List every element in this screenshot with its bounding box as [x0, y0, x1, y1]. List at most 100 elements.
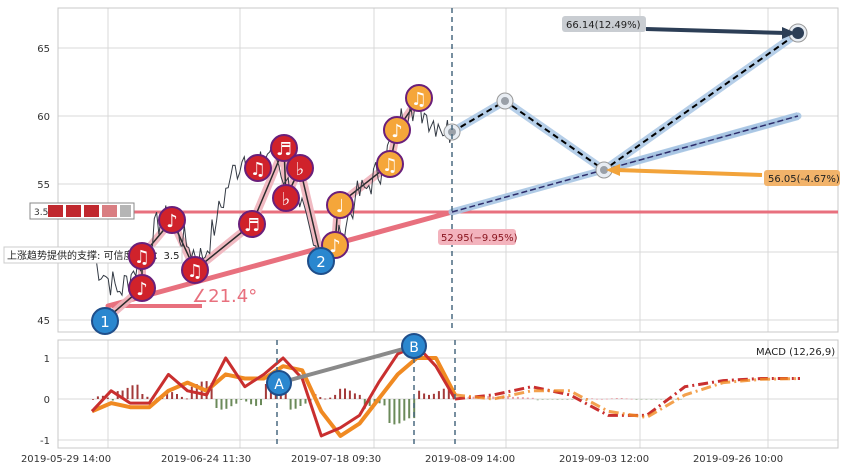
macd-hist-bar [680, 399, 682, 400]
macd-dif-line [90, 344, 457, 438]
main-frame [57, 7, 839, 333]
svg-text:♭: ♭ [282, 189, 291, 210]
main-panel [58, 8, 838, 332]
score-badge-block-4 [102, 205, 117, 217]
macd-hist-bar [561, 399, 564, 400]
macd-hist-bar [250, 399, 253, 405]
macd-hist-bar [358, 394, 361, 399]
macd-hist-bar [526, 397, 529, 399]
macd-hist-bar [329, 397, 332, 399]
macd-hist-bar [492, 396, 495, 399]
macd-hist-bar [378, 399, 381, 404]
svg-text:♫: ♫ [187, 261, 203, 282]
macd-hist-bar [126, 387, 129, 399]
macd-hist-bar [348, 390, 351, 399]
score-badge-text: 3.5 [34, 208, 48, 218]
svg-text:♩: ♩ [336, 196, 345, 217]
svg-text:♫: ♫ [411, 89, 427, 110]
macd-hist-bar [645, 399, 648, 400]
forecast-node-low-dot [600, 166, 608, 174]
y-tick-65: 65 [37, 44, 50, 55]
macd-hist-bar [230, 399, 233, 407]
macd-hist-bar [635, 399, 638, 400]
macd-hist-bar [141, 394, 144, 399]
score-badge-block-5 [120, 205, 131, 217]
macd-marker-a: A [266, 370, 292, 396]
macd-hist-bar [536, 399, 539, 401]
note-marker: ♫ [405, 84, 433, 112]
macd-hist-bar [121, 390, 124, 399]
svg-text:♪: ♪ [136, 279, 148, 300]
macd-hist-bar [240, 399, 243, 400]
note-marker: ♫ [181, 256, 209, 284]
macd-hist-bar [245, 399, 248, 402]
macd-hist-bar [566, 399, 569, 400]
note-marker: ♬ [270, 134, 298, 162]
macd-hist-bar [610, 398, 613, 400]
x-tick-5: 2019-09-03 12:00 [559, 454, 649, 465]
macd-hist-bar [304, 399, 307, 404]
macd-hist-bar [220, 399, 223, 410]
macd-y-tick-1: 1 [44, 354, 50, 365]
macd-hist-bar [546, 399, 549, 400]
svg-text:♪: ♪ [391, 121, 403, 142]
macd-hist-bar [605, 398, 608, 400]
forecast-line-low [603, 115, 799, 171]
note-marker: ♪ [158, 206, 186, 234]
macd-hist-bar [403, 399, 406, 421]
macd-hist-bar [531, 397, 534, 399]
macd-hist-bar [660, 399, 663, 400]
macd-hist-bar [625, 398, 628, 400]
macd-hist-bar [487, 396, 490, 399]
support-value-box [438, 229, 516, 245]
macd-hist-bar [432, 393, 435, 399]
macd-hist-bar [324, 398, 327, 400]
macd-hist-bar [264, 384, 267, 399]
macd-hist-bar [171, 392, 174, 399]
target-arrow [645, 27, 787, 35]
macd-marker-b: B [401, 333, 427, 359]
y-tick-60: 60 [37, 112, 50, 123]
macd-hist-bar [615, 398, 618, 399]
macd-hist-bar [447, 388, 450, 399]
macd-hist-bar [442, 388, 445, 399]
target-label-box [562, 16, 646, 32]
svg-text:♪: ♪ [329, 236, 341, 257]
macd-hist-bar [180, 396, 183, 399]
macd-hist-bar [591, 398, 594, 400]
x-tick-6: 2019-09-26 10:00 [693, 454, 783, 465]
svg-text:♭: ♭ [296, 159, 305, 180]
low-arrow [615, 168, 763, 177]
macd-hist-bar [368, 399, 371, 406]
macd-hist-bar [96, 396, 99, 399]
support-value-label: 52.95(−9.95%) [441, 233, 518, 244]
macd-hist-bar [507, 396, 510, 399]
forecast-node-peak-dot [501, 97, 509, 105]
note-marker: ♭ [272, 184, 300, 212]
svg-text:♫: ♫ [382, 155, 398, 176]
svg-text:♫: ♫ [134, 247, 150, 268]
svg-text:♬: ♬ [244, 215, 260, 236]
y-tick-55: 55 [37, 180, 50, 191]
macd-hist-bar [655, 399, 658, 400]
low-label-box [764, 170, 840, 186]
macd-hist-bar [467, 397, 470, 399]
macd-hist-bar [551, 399, 554, 400]
macd-hist-bar [413, 399, 416, 419]
wave-marker-2: 2 [307, 247, 335, 275]
note-marker: ♬ [238, 210, 266, 238]
macd-forecast-line-2 [454, 377, 801, 419]
macd-hist-bar [423, 393, 426, 399]
macd-hist-bar [166, 392, 169, 399]
macd-hist-bar [235, 399, 238, 404]
score-badge-block-2 [66, 205, 81, 217]
macd-hist-bar [294, 399, 297, 409]
macd-hist-bar [176, 394, 178, 399]
macd-hist-bar [541, 399, 544, 400]
macd-hist-bar [289, 399, 292, 410]
macd-hist-bar [675, 399, 678, 400]
forecast-node-target-dot [792, 27, 804, 39]
macd-hist-bar [353, 393, 356, 399]
